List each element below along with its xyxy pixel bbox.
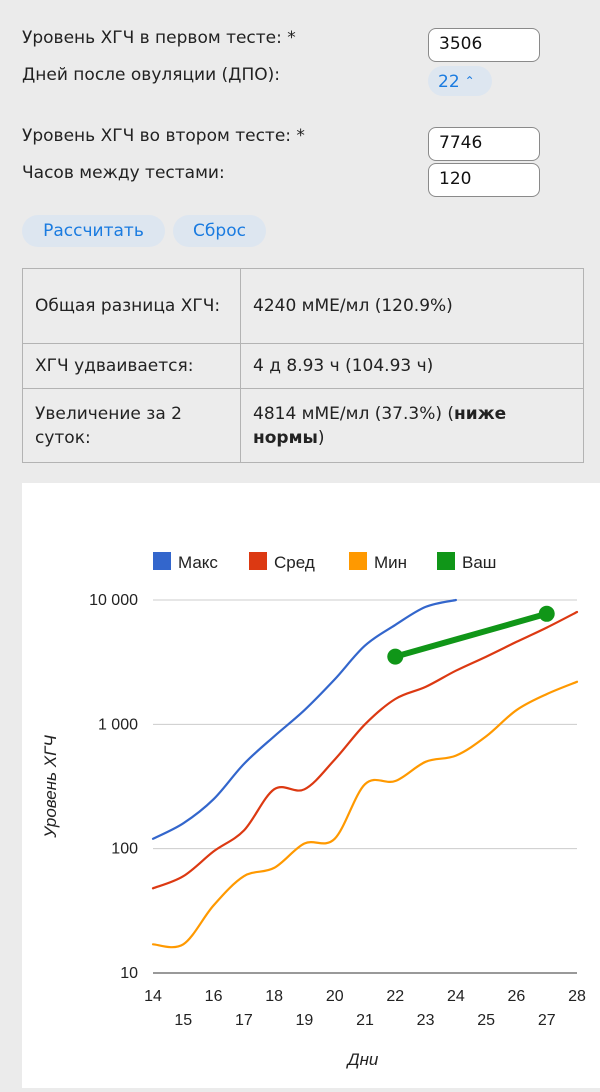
chevron-updown-icon: ⌃︎	[464, 74, 475, 88]
legend-swatch-yours	[437, 552, 455, 570]
result-value-verdict: ниже нормы	[253, 403, 507, 448]
dpo-select[interactable]: 22 ⌃︎	[428, 66, 492, 96]
result-label: Увеличение за 2 суток:	[22, 388, 241, 463]
results-table: Общая разница ХГЧ: 4240 мМЕ/мл (120.9%) …	[22, 268, 584, 463]
hcg2-label: Уровень ХГЧ во втором тесте: *	[22, 126, 305, 146]
series-line-min	[151, 680, 579, 949]
x-tick-label: 20	[326, 988, 344, 1005]
hcg-chart: 10 100 1 000 10 000 14 15 16 17 18 19 20 21 22 23 24 25…	[22, 483, 600, 1088]
x-tick-label: 22	[386, 988, 404, 1005]
hcg1-input[interactable]: 3506	[428, 28, 540, 62]
x-tick-label: 18	[265, 988, 283, 1005]
x-tick-label: 23	[417, 1012, 435, 1029]
y-axis-title: Уровень ХГЧ	[41, 735, 60, 839]
legend-swatch-max	[153, 552, 171, 570]
hcg1-label: Уровень ХГЧ в первом тесте: *	[22, 28, 296, 48]
legend-swatch-min	[349, 552, 367, 570]
y-tick-label: 10	[120, 965, 138, 982]
legend-label-avg: Сред	[274, 553, 315, 572]
table-row: Увеличение за 2 суток: 4814 мМЕ/мл (37.3…	[22, 388, 584, 463]
table-row: ХГЧ удваивается: 4 д 8.93 ч (104.93 ч)	[22, 343, 584, 389]
x-tick-label: 28	[568, 988, 586, 1005]
result-label: Общая разница ХГЧ:	[22, 268, 241, 344]
series-point-yours	[387, 648, 404, 665]
result-value: 4 д 8.93 ч (104.93 ч)	[240, 343, 584, 389]
legend-label-yours: Ваш	[462, 553, 496, 572]
x-axis-title: Дни	[346, 1050, 379, 1069]
x-tick-label: 21	[356, 1012, 374, 1029]
y-tick-label: 10 000	[89, 592, 138, 609]
reset-button[interactable]: Сброс	[173, 215, 266, 247]
legend-label-min: Мин	[374, 553, 407, 572]
x-tick-label: 14	[144, 988, 162, 1005]
x-tick-label: 17	[235, 1012, 253, 1029]
y-tick-label: 100	[111, 841, 138, 858]
legend-swatch-avg	[249, 552, 267, 570]
hcg2-input[interactable]: 7746	[428, 127, 540, 161]
hours-label: Часов между тестами:	[22, 163, 225, 183]
legend-label-max: Макс	[178, 553, 218, 572]
x-tick-label: 25	[477, 1012, 495, 1029]
result-label: ХГЧ удваивается:	[22, 343, 241, 389]
x-tick-label: 15	[174, 1012, 192, 1029]
calculate-button[interactable]: Рассчитать	[22, 215, 165, 247]
series-point-yours	[538, 605, 555, 622]
result-value-close: )	[317, 427, 325, 448]
series-line-avg	[151, 610, 579, 890]
series-line-max	[151, 598, 457, 840]
x-tick-label: 26	[508, 988, 526, 1005]
x-tick-label: 24	[447, 988, 465, 1005]
y-tick-label: 1 000	[98, 716, 138, 733]
result-value: 4240 мМЕ/мл (120.9%)	[240, 268, 584, 344]
result-value: 4814 мМЕ/мл (37.3%) (ниже нормы)	[240, 388, 584, 463]
table-row: Общая разница ХГЧ: 4240 мМЕ/мл (120.9%)	[22, 268, 584, 344]
x-tick-label: 16	[205, 988, 223, 1005]
dpo-label: Дней после овуляции (ДПО):	[22, 65, 280, 85]
x-tick-label: 19	[296, 1012, 314, 1029]
series-line-yours	[392, 610, 550, 660]
result-value-text: 4814 мМЕ/мл (37.3%) (	[253, 403, 455, 424]
chart-svg: 10 100 1 000 10 000 14 15 16 17 18 19 20 21 22 23 24 25…	[41, 552, 586, 1069]
x-tick-label: 27	[538, 1012, 556, 1029]
dpo-select-value: 22	[438, 72, 460, 92]
hours-input[interactable]: 120	[428, 163, 540, 197]
